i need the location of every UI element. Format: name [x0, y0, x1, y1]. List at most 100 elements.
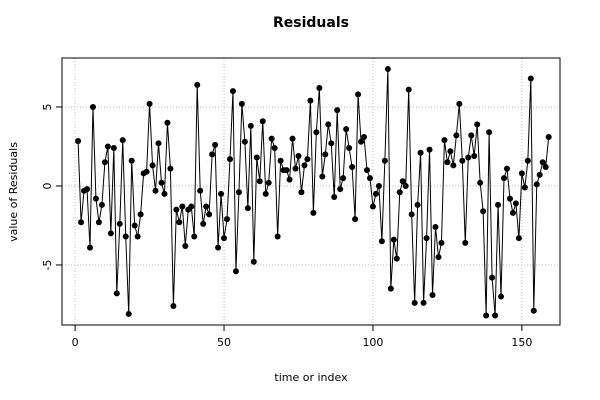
x-tick-label: 0: [72, 336, 79, 349]
data-point: [387, 285, 394, 292]
data-point: [399, 178, 406, 185]
data-point: [247, 122, 254, 129]
data-point: [340, 175, 347, 182]
data-point: [84, 186, 91, 193]
data-point: [420, 299, 427, 306]
data-point: [235, 189, 242, 196]
data-point: [480, 208, 487, 215]
data-point: [361, 133, 368, 140]
data-point: [390, 236, 397, 243]
data-point: [471, 152, 478, 159]
data-point: [456, 100, 463, 107]
data-point: [319, 173, 326, 180]
data-point: [384, 66, 391, 73]
data-point: [462, 239, 469, 246]
data-point: [444, 159, 451, 166]
data-point: [506, 195, 513, 202]
data-point: [98, 201, 105, 208]
data-point: [92, 195, 99, 202]
data-point: [119, 137, 126, 144]
data-point: [331, 194, 338, 201]
data-point: [134, 233, 141, 240]
data-point: [527, 75, 534, 82]
data-point: [188, 203, 195, 210]
data-point: [164, 119, 171, 126]
data-point: [503, 165, 510, 172]
data-point: [215, 244, 222, 251]
data-point: [423, 235, 430, 242]
data-point: [328, 140, 335, 147]
data-point: [486, 129, 493, 136]
data-point: [417, 149, 424, 156]
data-point: [209, 151, 216, 158]
data-point: [539, 159, 546, 166]
data-point: [408, 211, 415, 218]
x-tick-label: 150: [511, 336, 532, 349]
data-point: [194, 81, 201, 88]
data-point: [450, 162, 457, 169]
data-point: [173, 206, 180, 213]
data-point: [405, 86, 412, 93]
data-point: [149, 162, 156, 169]
data-point: [241, 138, 248, 145]
plot-frame: [61, 57, 561, 326]
data-point: [465, 154, 472, 161]
data-point: [358, 138, 365, 145]
y-tick-label: -5: [41, 259, 54, 270]
data-point: [200, 220, 207, 227]
data-point: [530, 307, 537, 314]
data-point: [366, 175, 373, 182]
data-point: [298, 189, 305, 196]
data-point: [310, 209, 317, 216]
data-point: [110, 145, 117, 152]
data-point: [212, 141, 219, 148]
data-point: [426, 146, 433, 153]
data-point: [271, 145, 278, 152]
data-point: [182, 243, 189, 250]
data-point: [325, 121, 332, 128]
x-tick-label: 100: [362, 336, 383, 349]
data-point: [313, 129, 320, 136]
data-point: [477, 179, 484, 186]
data-point: [375, 182, 382, 189]
data-point: [355, 91, 362, 98]
data-point: [492, 312, 499, 319]
data-point: [542, 164, 549, 171]
data-point: [221, 235, 228, 242]
data-point: [369, 203, 376, 210]
data-point: [533, 181, 540, 188]
data-point: [104, 143, 111, 150]
data-point: [414, 201, 421, 208]
data-point: [268, 135, 275, 142]
data-point: [95, 219, 102, 226]
data-point: [396, 189, 403, 196]
data-point: [447, 148, 454, 155]
data-point: [146, 100, 153, 107]
data-point: [113, 290, 120, 297]
data-point: [125, 310, 132, 317]
data-point: [155, 140, 162, 147]
y-tick-label: 5: [41, 103, 54, 110]
data-point: [432, 224, 439, 231]
data-point: [337, 186, 344, 193]
data-point: [468, 132, 475, 139]
data-point: [176, 219, 183, 226]
data-point: [378, 238, 385, 245]
data-point: [438, 239, 445, 246]
x-tick-label: 50: [217, 336, 231, 349]
data-point: [167, 165, 174, 172]
data-point: [316, 85, 323, 92]
data-point: [218, 190, 225, 197]
data-point: [203, 203, 210, 210]
data-point: [274, 233, 281, 240]
data-point: [349, 164, 356, 171]
data-point: [262, 190, 269, 197]
data-point: [122, 233, 129, 240]
data-point: [304, 156, 311, 163]
data-point: [381, 157, 388, 164]
data-point: [301, 162, 308, 169]
data-point: [101, 159, 108, 166]
data-point: [483, 312, 490, 319]
